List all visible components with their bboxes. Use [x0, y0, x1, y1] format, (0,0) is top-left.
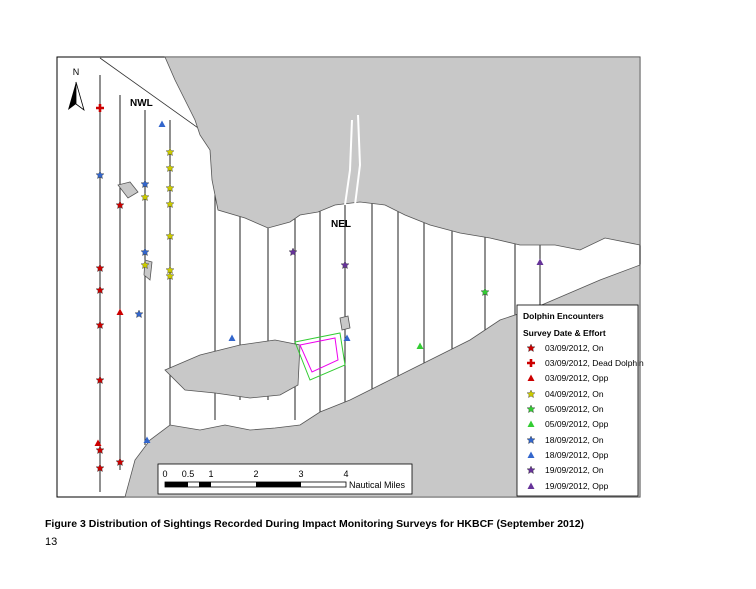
- land-north: [164, 56, 641, 251]
- figure-caption: Figure 3 Distribution of Sightings Recor…: [45, 518, 584, 530]
- scale-tick-label: 2: [253, 469, 258, 479]
- scale-bar: 0 0.5 1 2 3 4 Nautical Miles: [157, 463, 413, 495]
- north-label: N: [73, 67, 80, 77]
- legend-entry: 18/09/2012, On: [545, 435, 604, 445]
- legend-title: Dolphin Encounters: [523, 311, 604, 321]
- legend-entry: 03/09/2012, Opp: [545, 373, 609, 383]
- legend-entry: 03/09/2012, On: [545, 343, 604, 353]
- island: [164, 339, 301, 399]
- legend-entry: 05/09/2012, Opp: [545, 419, 609, 429]
- scale-tick-label: 0: [162, 469, 167, 479]
- scale-unit: Nautical Miles: [349, 480, 406, 490]
- legend-entry: 04/09/2012, On: [545, 389, 604, 399]
- scale-tick-label: 1: [208, 469, 213, 479]
- legend-subtitle: Survey Date & Effort: [523, 328, 606, 338]
- scale-tick-label: 0.5: [182, 469, 195, 479]
- north-arrow: N: [68, 67, 85, 112]
- land-south: [124, 264, 641, 498]
- legend-entry: 19/09/2012, On: [545, 465, 604, 475]
- scale-tick-label: 3: [298, 469, 303, 479]
- legend-entry: 18/09/2012, Opp: [545, 450, 609, 460]
- legend-entry: 03/09/2012, Dead Dolphin: [545, 358, 644, 368]
- scale-tick-label: 4: [343, 469, 348, 479]
- map: N NWL NEL 0 0.5 1 2 3 4 Nautical Miles D…: [56, 56, 644, 498]
- area-label: NEL: [331, 219, 351, 230]
- page-number: 13: [45, 536, 57, 548]
- legend: Dolphin Encounters Survey Date & Effort …: [516, 304, 644, 497]
- area-label: NWL: [130, 98, 153, 109]
- legend-entry: 19/09/2012, Opp: [545, 481, 609, 491]
- legend-entry: 05/09/2012, On: [545, 404, 604, 414]
